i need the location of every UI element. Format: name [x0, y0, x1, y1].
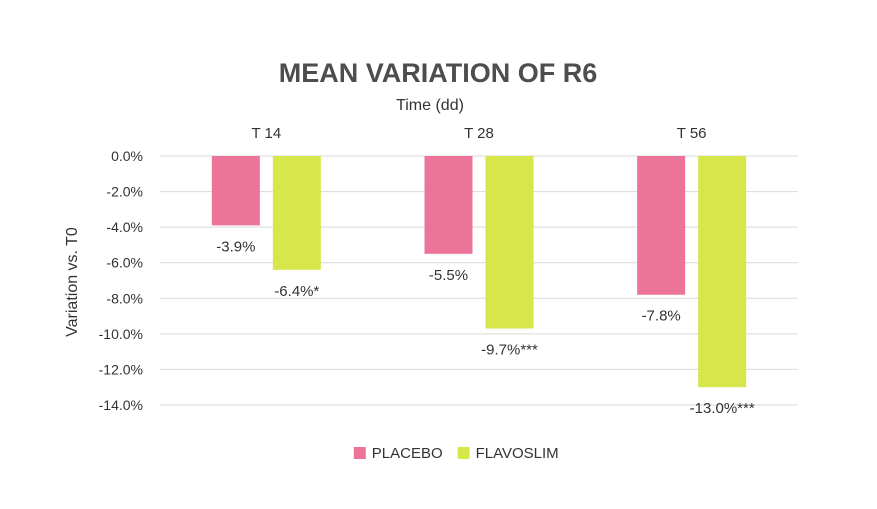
y-tick-label: -2.0% — [106, 184, 143, 200]
legend-swatch-flavoslim — [457, 447, 470, 459]
x-category-label: T 56 — [677, 125, 707, 142]
bar-flavoslim-3 — [698, 156, 747, 388]
data-label: -6.4%* — [274, 283, 319, 300]
y-tick-label: 0.0% — [111, 148, 143, 164]
bar-flavoslim-2 — [485, 156, 534, 329]
data-label: -5.5% — [429, 267, 468, 284]
x-axis-label: Time (dd) — [396, 97, 464, 114]
x-category-label: T 28 — [464, 125, 494, 142]
y-tick-label: -14.0% — [99, 397, 143, 413]
legend: PLACEBO FLAVOSLIM — [353, 445, 559, 462]
bar-placebo-3 — [637, 156, 686, 295]
data-label: -3.9% — [216, 238, 255, 255]
x-axis-categories: T 14 T 28 T 56 — [251, 125, 706, 142]
bar-flavoslim-1 — [272, 156, 321, 270]
legend-label-placebo: PLACEBO — [372, 445, 443, 462]
y-tick-label: -12.0% — [99, 361, 143, 377]
bar-placebo-2 — [424, 156, 473, 254]
bars — [211, 156, 747, 388]
data-label: -9.7%*** — [481, 342, 538, 359]
y-tick-label: -6.0% — [106, 255, 143, 271]
legend-swatch-placebo — [353, 447, 366, 459]
data-labels: -3.9% -6.4%* -5.5% -9.7%*** -7.8% -13.0%*** — [216, 238, 755, 417]
data-label: -13.0%*** — [690, 400, 755, 417]
chart-title: MEAN VARIATION OF R6 — [279, 58, 598, 88]
x-category-label: T 14 — [251, 125, 281, 142]
y-axis-label: Variation vs. T0 — [64, 227, 81, 337]
data-label: -7.8% — [642, 308, 681, 325]
y-axis-ticks: 0.0% -2.0% -4.0% -6.0% -8.0% -10.0% -12.0% -14.… — [99, 148, 143, 413]
y-tick-label: -8.0% — [106, 290, 143, 306]
y-tick-label: -4.0% — [106, 219, 143, 235]
gridlines — [160, 155, 798, 406]
legend-label-flavoslim: FLAVOSLIM — [476, 445, 559, 462]
y-tick-label: -10.0% — [99, 326, 143, 342]
bar-placebo-1 — [211, 156, 260, 226]
